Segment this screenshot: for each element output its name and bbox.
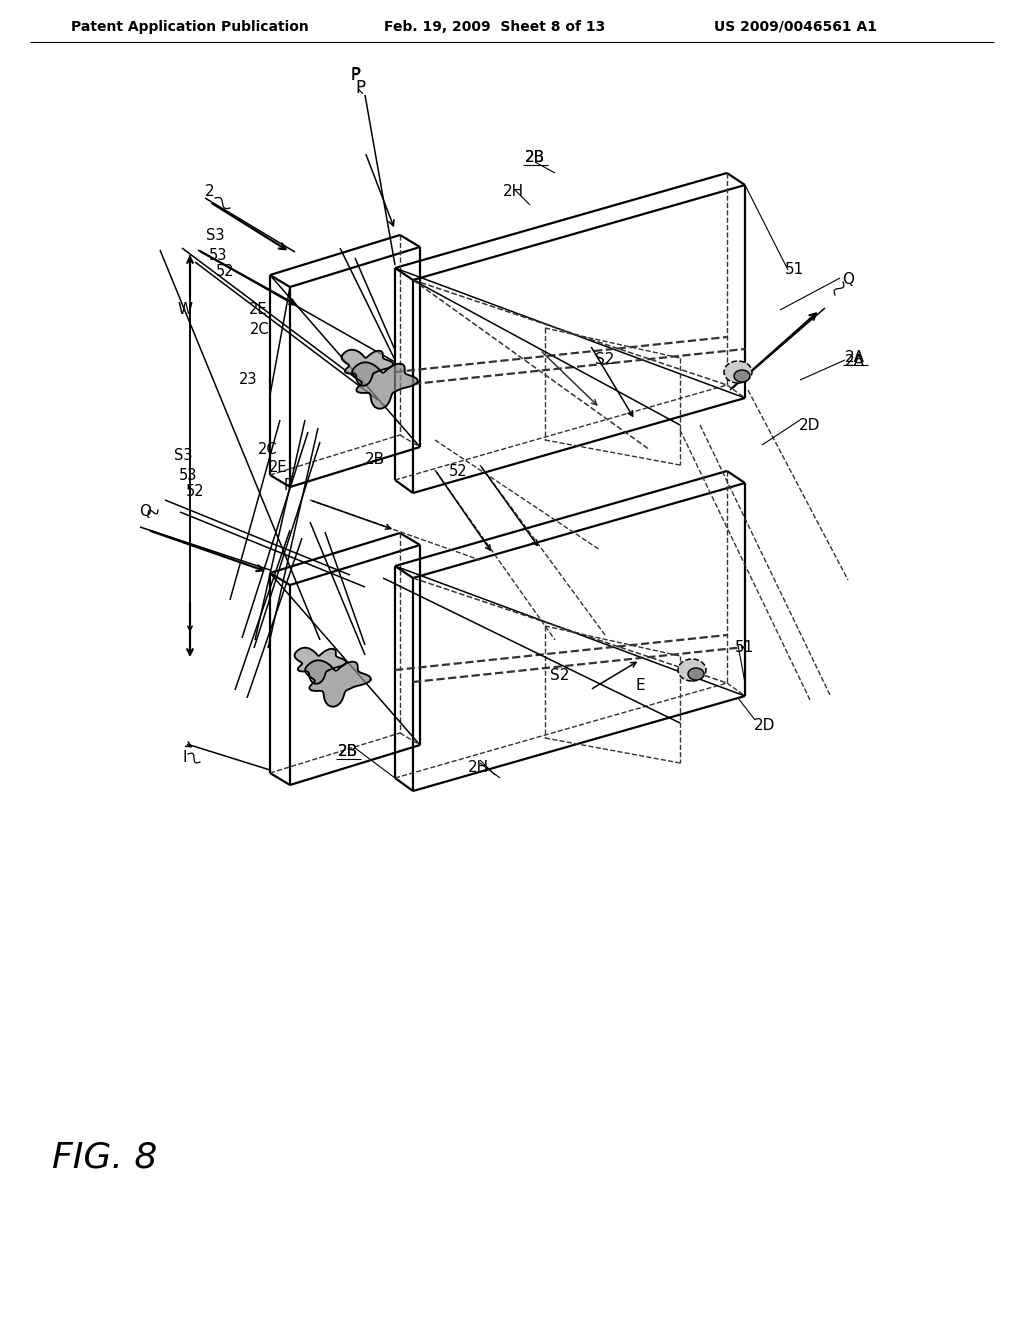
Text: S3: S3 <box>206 227 224 243</box>
Text: 2B: 2B <box>338 744 358 759</box>
Text: Patent Application Publication: Patent Application Publication <box>71 20 309 34</box>
Polygon shape <box>295 648 346 684</box>
Text: 2H: 2H <box>503 185 523 199</box>
Text: 2E: 2E <box>268 461 288 475</box>
Ellipse shape <box>734 370 750 381</box>
Text: FIG. 8: FIG. 8 <box>52 1140 158 1175</box>
Ellipse shape <box>688 668 705 680</box>
Text: Q: Q <box>842 272 854 288</box>
Polygon shape <box>305 660 371 706</box>
Text: 2E: 2E <box>249 302 267 318</box>
Text: US 2009/0046561 A1: US 2009/0046561 A1 <box>714 20 877 34</box>
Text: 51: 51 <box>735 639 755 655</box>
Text: S2: S2 <box>550 668 569 682</box>
Text: E: E <box>635 677 645 693</box>
Text: P: P <box>350 66 362 94</box>
Text: 51: 51 <box>785 263 805 277</box>
Text: 2B: 2B <box>525 150 545 165</box>
Text: P: P <box>355 79 366 96</box>
Text: 53: 53 <box>179 467 198 483</box>
Text: 2D: 2D <box>755 718 776 733</box>
Ellipse shape <box>724 360 752 383</box>
Text: 2C: 2C <box>258 442 278 458</box>
Text: 2B: 2B <box>338 744 358 759</box>
Text: 2D: 2D <box>800 417 820 433</box>
Text: 2C: 2C <box>250 322 269 338</box>
Polygon shape <box>342 350 393 385</box>
Text: 23: 23 <box>239 372 257 388</box>
Text: P: P <box>284 478 293 492</box>
Text: 2B: 2B <box>365 453 385 467</box>
Text: W: W <box>177 302 193 318</box>
Text: 52: 52 <box>449 465 467 479</box>
Text: 2: 2 <box>205 185 215 199</box>
Text: 52: 52 <box>216 264 234 280</box>
Text: 2H: 2H <box>467 759 488 775</box>
Text: Q: Q <box>139 504 151 520</box>
Text: 2A: 2A <box>845 355 865 370</box>
Ellipse shape <box>678 659 706 681</box>
Text: Feb. 19, 2009  Sheet 8 of 13: Feb. 19, 2009 Sheet 8 of 13 <box>384 20 605 34</box>
Text: 53: 53 <box>209 248 227 263</box>
Text: I: I <box>182 750 187 764</box>
Text: 2B: 2B <box>525 150 545 165</box>
Polygon shape <box>352 362 418 409</box>
Text: 52: 52 <box>185 484 205 499</box>
Text: 2A: 2A <box>845 351 865 366</box>
Text: S2: S2 <box>595 352 614 367</box>
Text: S3: S3 <box>174 447 193 462</box>
Text: P: P <box>350 67 359 82</box>
